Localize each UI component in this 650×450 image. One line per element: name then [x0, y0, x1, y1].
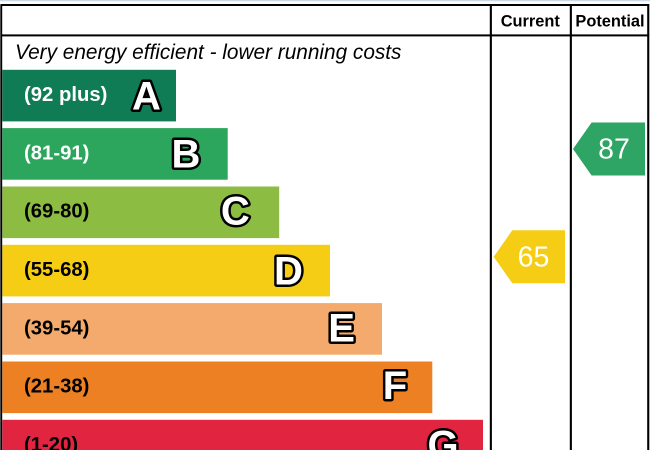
svg-text:(69-80): (69-80)	[24, 201, 89, 223]
svg-text:E: E	[328, 307, 355, 351]
svg-text:D: D	[274, 250, 303, 294]
svg-text:Very energy efficient - lower: Very energy efficient - lower running co…	[15, 41, 401, 64]
svg-text:(21-38): (21-38)	[24, 376, 89, 398]
svg-text:(92 plus): (92 plus)	[24, 84, 107, 106]
svg-text:(1-20): (1-20)	[24, 434, 78, 450]
svg-text:65: 65	[518, 241, 550, 273]
svg-text:F: F	[383, 364, 407, 408]
svg-text:G: G	[427, 424, 458, 450]
svg-text:C: C	[221, 190, 250, 234]
svg-text:Potential: Potential	[575, 12, 644, 30]
svg-text:(39-54): (39-54)	[24, 317, 89, 339]
svg-text:B: B	[172, 132, 201, 176]
svg-text:Current: Current	[501, 12, 561, 30]
svg-text:87: 87	[598, 134, 630, 166]
svg-text:A: A	[132, 75, 161, 119]
svg-text:(81-91): (81-91)	[24, 142, 89, 164]
svg-text:(55-68): (55-68)	[24, 259, 89, 281]
